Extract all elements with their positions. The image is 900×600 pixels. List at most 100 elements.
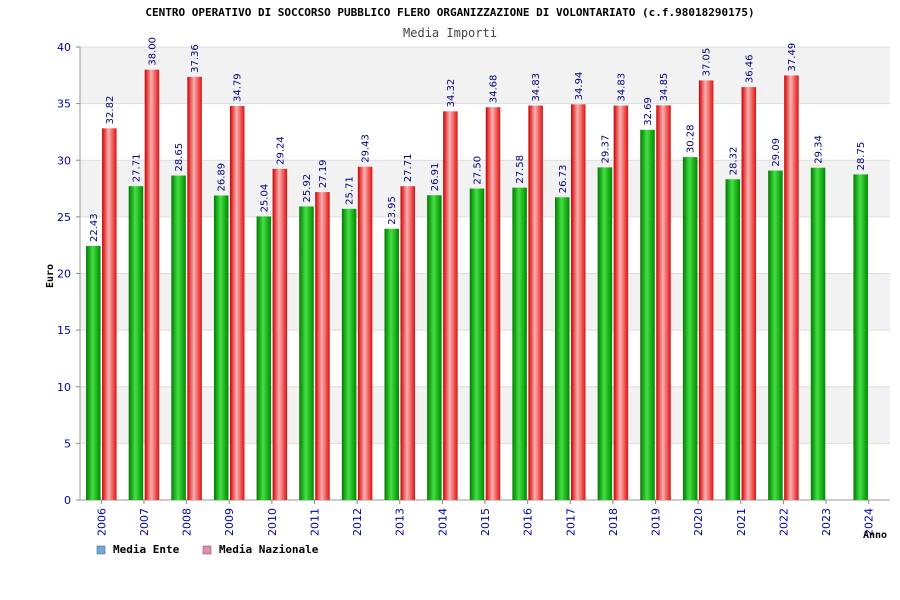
bar-media-ente xyxy=(299,206,314,500)
y-tick-label: 20 xyxy=(57,268,71,281)
data-label-media-nazionale: 36.46 xyxy=(744,54,755,83)
chart-subtitle: Media Importi xyxy=(403,26,497,40)
chart-title: CENTRO OPERATIVO DI SOCCORSO PUBBLICO FL… xyxy=(145,6,754,19)
data-label-media-ente: 28.65 xyxy=(174,143,185,172)
bar-media-nazionale xyxy=(656,105,671,500)
data-label-media-nazionale: 34.79 xyxy=(233,73,244,102)
bar-media-nazionale xyxy=(357,166,373,500)
data-label-media-ente: 32.69 xyxy=(643,97,654,126)
x-tick-label: 2009 xyxy=(223,508,236,536)
bar-media-nazionale xyxy=(400,186,415,500)
bar-media-nazionale xyxy=(187,76,202,500)
bar-media-ente xyxy=(384,228,399,501)
data-label-media-nazionale: 27.19 xyxy=(318,159,329,188)
data-label-media-nazionale: 34.32 xyxy=(446,79,457,108)
bar-media-ente xyxy=(341,208,357,501)
data-label-media-ente: 27.58 xyxy=(515,155,526,184)
data-label-media-ente: 23.95 xyxy=(387,196,398,225)
x-tick-label: 2013 xyxy=(394,508,407,536)
x-tick-label: 2008 xyxy=(181,508,194,536)
x-tick-label: 2010 xyxy=(266,508,279,536)
bar-media-ente xyxy=(86,245,101,500)
data-labels: 22.43 32.82 27.71 38.00 28.65 37.36 26.89 34.79… xyxy=(89,37,867,242)
bar-media-nazionale xyxy=(102,128,117,500)
x-tick-label: 2014 xyxy=(436,508,449,536)
bar-media-nazionale xyxy=(528,105,543,501)
x-tick-label: 2024 xyxy=(863,508,876,536)
y-axis-ticks: 0 5 10 15 20 25 30 35 40 xyxy=(57,41,71,507)
legend-swatch-media-ente xyxy=(96,545,106,555)
data-label-media-nazionale: 34.94 xyxy=(574,72,585,101)
bar-media-nazionale xyxy=(229,106,245,501)
x-tick-label: 2018 xyxy=(607,508,620,536)
data-label-media-ente: 28.75 xyxy=(856,142,867,171)
y-tick-label: 15 xyxy=(57,324,71,337)
data-label-media-nazionale: 27.71 xyxy=(403,154,414,183)
x-axis-ticks: 2006 2007 2008 2009 2010 2011 2012 2013 2014 2015… xyxy=(95,500,876,536)
y-tick-label: 5 xyxy=(64,437,71,450)
bar-media-nazionale xyxy=(443,111,458,501)
data-label-media-ente: 25.04 xyxy=(259,184,270,213)
y-tick-label: 0 xyxy=(64,494,71,507)
data-label-media-ente: 29.09 xyxy=(771,138,782,167)
data-label-media-ente: 30.28 xyxy=(686,124,697,153)
bar-media-nazionale xyxy=(698,80,714,500)
bar-media-ente xyxy=(256,216,272,500)
data-label-media-ente: 26.89 xyxy=(217,163,228,192)
data-label-media-nazionale: 32.82 xyxy=(105,96,116,125)
bar-media-ente xyxy=(768,170,783,500)
data-label-media-ente: 29.37 xyxy=(600,135,611,164)
legend-label-media-nazionale: Media Nazionale xyxy=(219,543,319,556)
data-label-media-nazionale: 29.43 xyxy=(361,134,372,163)
data-label-media-ente: 26.91 xyxy=(430,163,441,192)
legend-swatch-media-nazionale xyxy=(202,545,212,555)
data-label-media-nazionale: 38.00 xyxy=(147,37,158,66)
bars xyxy=(86,69,868,501)
x-tick-label: 2011 xyxy=(308,508,321,536)
bar-media-ente xyxy=(725,179,741,500)
y-tick-label: 40 xyxy=(57,41,71,54)
x-tick-label: 2022 xyxy=(777,508,790,536)
bar-media-ente xyxy=(469,188,485,500)
bar-media-ente xyxy=(597,167,613,500)
y-tick-label: 25 xyxy=(57,211,71,224)
bar-media-ente xyxy=(853,174,868,500)
data-label-media-ente: 27.71 xyxy=(131,154,142,183)
x-tick-label: 2015 xyxy=(479,508,492,536)
x-tick-label: 2006 xyxy=(95,508,108,536)
x-tick-label: 2023 xyxy=(820,508,833,536)
legend: Media Ente Media Nazionale xyxy=(96,543,319,556)
data-label-media-ente: 26.73 xyxy=(558,165,569,194)
y-tick-label: 30 xyxy=(57,154,71,167)
bar-media-ente xyxy=(427,195,442,500)
data-label-media-nazionale: 29.24 xyxy=(275,136,286,165)
x-tick-label: 2020 xyxy=(692,508,705,536)
bar-media-nazionale xyxy=(571,104,586,500)
y-tick-label: 35 xyxy=(57,98,71,111)
data-label-media-nazionale: 34.83 xyxy=(616,73,627,102)
data-label-media-nazionale: 37.05 xyxy=(702,48,713,77)
bar-media-ente xyxy=(213,195,229,500)
data-label-media-ente: 22.43 xyxy=(89,213,100,242)
x-tick-label: 2017 xyxy=(564,508,577,536)
x-tick-label: 2012 xyxy=(351,508,364,536)
data-label-media-nazionale: 34.83 xyxy=(531,73,542,102)
bar-media-nazionale xyxy=(485,107,501,501)
bar-media-nazionale xyxy=(315,192,330,501)
x-tick-label: 2019 xyxy=(650,508,663,536)
data-label-media-ente: 29.34 xyxy=(814,135,825,164)
x-tick-label: 2007 xyxy=(138,508,151,536)
data-label-media-nazionale: 37.36 xyxy=(190,44,201,73)
x-tick-label: 2016 xyxy=(522,508,535,536)
bar-media-ente xyxy=(555,197,570,500)
data-label-media-nazionale: 34.85 xyxy=(659,73,670,102)
bar-media-nazionale xyxy=(741,87,757,500)
x-tick-label: 2021 xyxy=(735,508,748,536)
bar-media-nazionale xyxy=(144,69,160,501)
data-label-media-nazionale: 37.49 xyxy=(787,43,798,72)
bar-media-ente xyxy=(682,157,698,501)
bar-media-nazionale xyxy=(613,105,629,501)
bar-media-nazionale xyxy=(784,75,799,500)
data-label-media-ente: 25.71 xyxy=(345,176,356,205)
